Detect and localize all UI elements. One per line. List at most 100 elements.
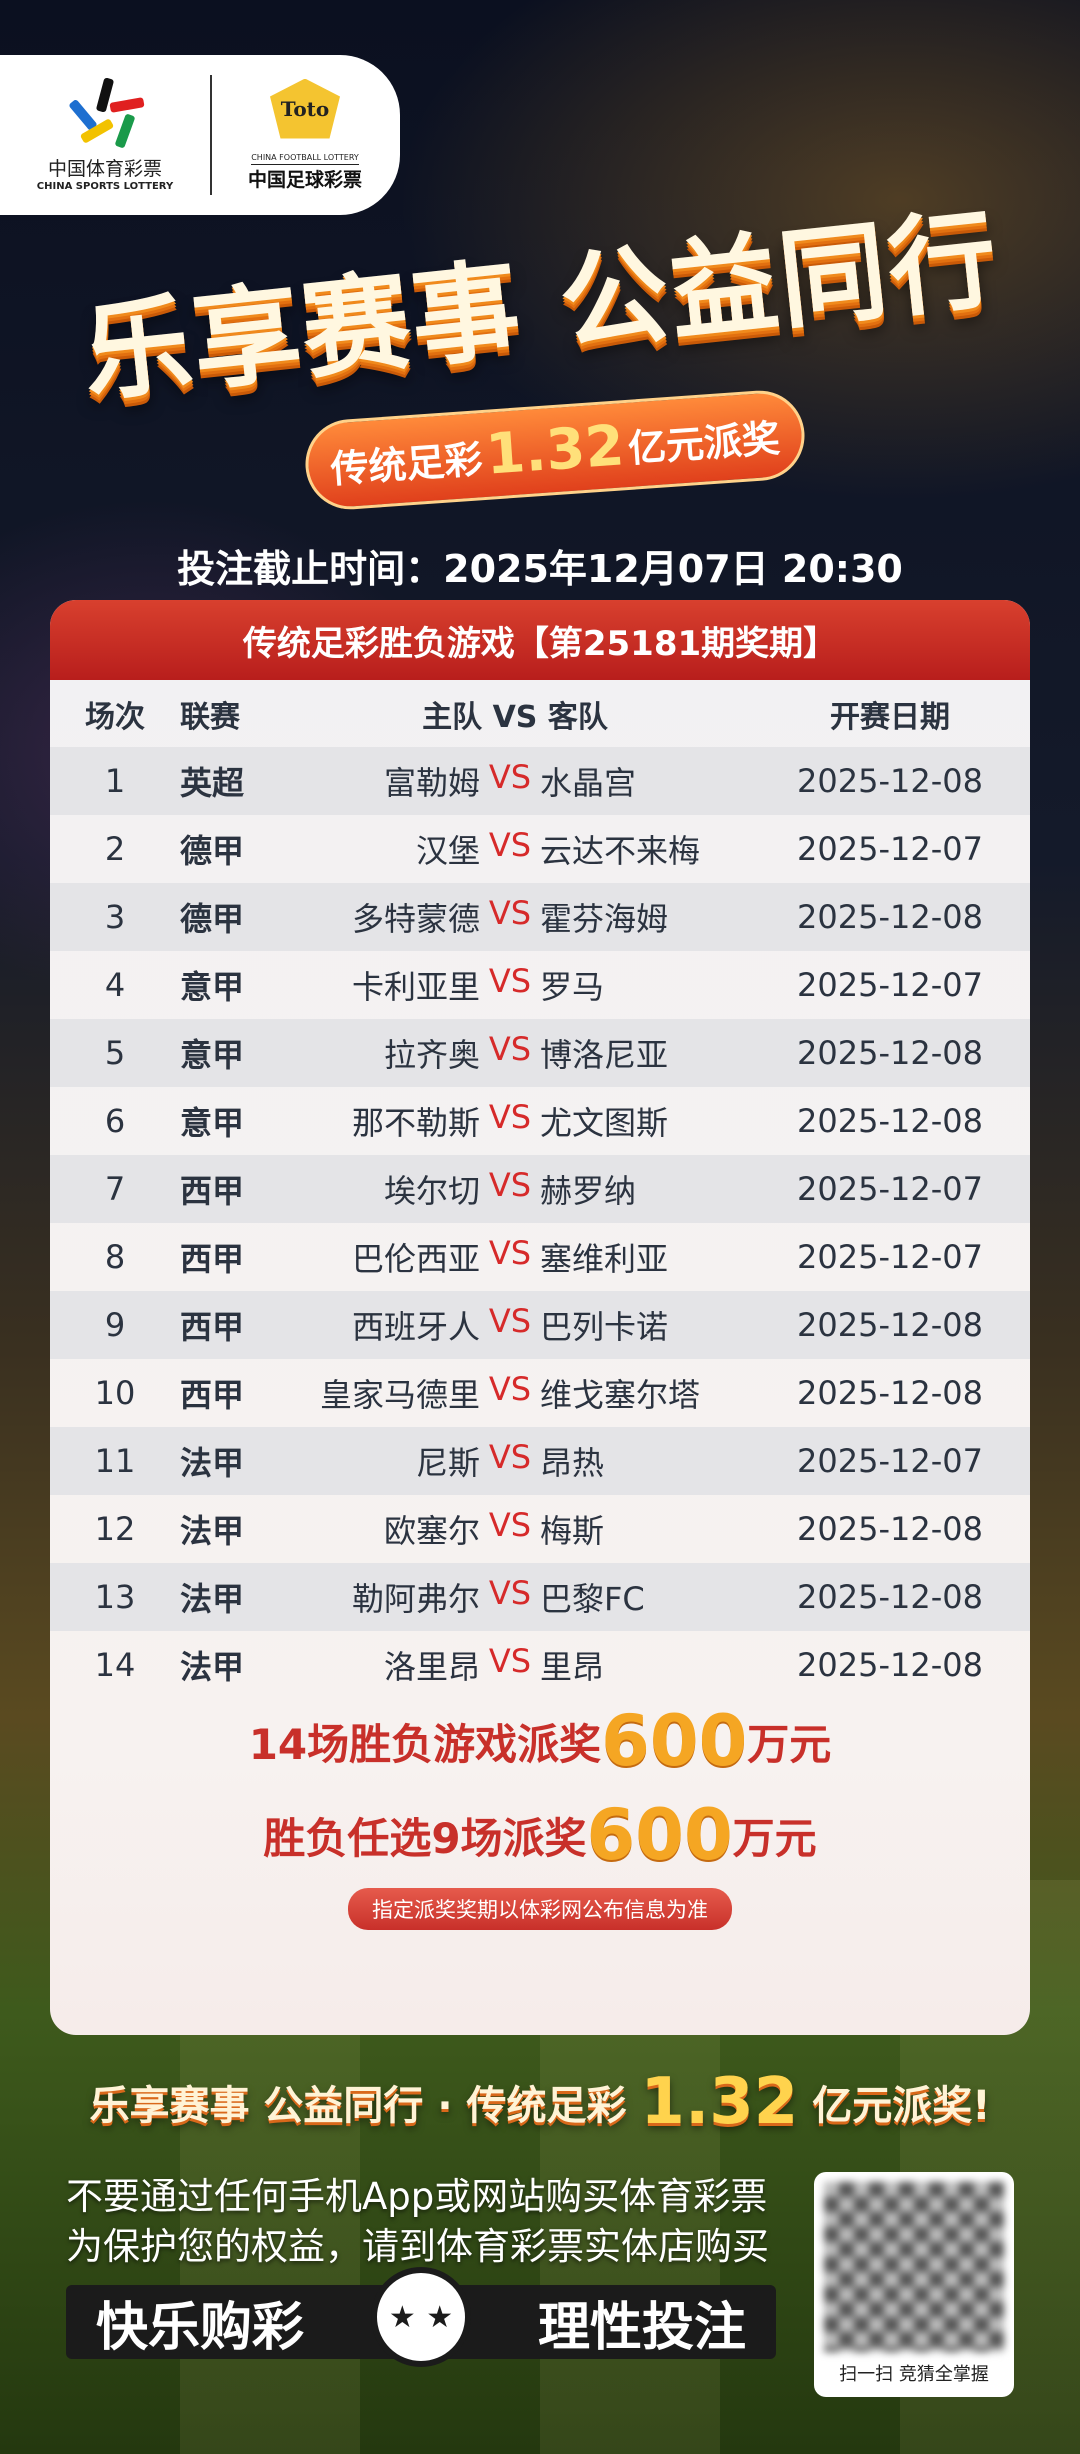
home-team: 洛里昂 xyxy=(383,1648,480,1686)
match-teams: 皇家马德里 VS 维戈塞尔塔 xyxy=(280,1370,750,1416)
match-date: 2025-12-08 xyxy=(797,898,983,936)
sports-lottery-star-icon xyxy=(68,77,145,149)
prize-line-14: 14场胜负游戏派奖600万元 xyxy=(248,1700,832,1782)
match-date: 2025-12-08 xyxy=(797,1646,983,1684)
league: 意甲 xyxy=(180,1036,245,1074)
away-team: 里昂 xyxy=(540,1648,605,1686)
league: 意甲 xyxy=(180,968,245,1006)
prize-section: 14场胜负游戏派奖600万元 胜负任选9场派奖600万元 指定派奖奖期以体彩网公… xyxy=(50,1700,1030,1930)
match-teams: 那不勒斯 VS 尤文图斯 xyxy=(280,1098,750,1144)
prize-line-9: 胜负任选9场派奖600万元 xyxy=(263,1794,817,1876)
vs-label: VS xyxy=(488,1234,532,1272)
table-header: 场次 联赛 主队 VS 客队 开赛日期 xyxy=(85,699,950,735)
match-date: 2025-12-07 xyxy=(797,966,983,1004)
betting-deadline: 投注截止时间：2025年12月07日 20:30 xyxy=(177,547,903,591)
vs-label: VS xyxy=(488,1030,532,1068)
away-team: 巴黎FC xyxy=(540,1580,645,1618)
league: 英超 xyxy=(180,764,245,802)
league: 法甲 xyxy=(180,1512,245,1550)
home-team: 那不勒斯 xyxy=(351,1104,480,1142)
toto-logo-icon: Toto xyxy=(270,78,340,139)
match-date: 2025-12-08 xyxy=(797,1306,983,1344)
match-no: 5 xyxy=(104,1034,126,1072)
home-team: 汉堡 xyxy=(415,832,480,870)
table-row: 14 法甲 洛里昂 VS 里昂 2025-12-08 xyxy=(50,1631,1030,1699)
match-teams: 尼斯 VS 昂热 xyxy=(280,1438,750,1484)
away-team: 博洛尼亚 xyxy=(540,1036,669,1074)
table-row: 6 意甲 那不勒斯 VS 尤文图斯 2025-12-08 xyxy=(50,1087,1030,1155)
league: 法甲 xyxy=(180,1444,245,1482)
match-date: 2025-12-08 xyxy=(797,1374,983,1412)
match-teams: 埃尔切 VS 赫罗纳 xyxy=(280,1166,750,1212)
match-date: 2025-12-07 xyxy=(797,830,983,868)
match-no: 11 xyxy=(94,1442,136,1480)
purchase-warning: 不要通过任何手机App或网站购买体育彩票 为保护您的权益，请到体育彩票实体店购买 xyxy=(66,2175,769,2268)
match-teams: 巴伦西亚 VS 塞维利亚 xyxy=(280,1234,750,1280)
league: 意甲 xyxy=(180,1104,245,1142)
match-date: 2025-12-07 xyxy=(797,1442,983,1480)
vs-label: VS xyxy=(488,758,532,796)
table-row: 7 西甲 埃尔切 VS 赫罗纳 2025-12-07 xyxy=(50,1155,1030,1223)
vs-label: VS xyxy=(488,1302,532,1340)
match-no: 7 xyxy=(104,1170,126,1208)
table-row: 13 法甲 勒阿弗尔 VS 巴黎FC 2025-12-08 xyxy=(50,1563,1030,1631)
match-no: 2 xyxy=(104,830,126,868)
match-teams: 多特蒙德 VS 霍芬海姆 xyxy=(280,894,750,940)
qr-code-image[interactable] xyxy=(824,2182,1004,2352)
match-teams: 欧塞尔 VS 梅斯 xyxy=(280,1506,750,1552)
home-team: 拉齐奥 xyxy=(383,1036,480,1074)
match-table-title: 传统足彩胜负游戏【第25181期奖期】 xyxy=(50,600,1030,680)
qr-caption: 扫一扫 竞猜全掌握 xyxy=(839,2364,989,2385)
home-team: 西班牙人 xyxy=(351,1308,480,1346)
home-team: 卡利亚里 xyxy=(351,968,480,1006)
league: 德甲 xyxy=(180,900,245,938)
match-no: 12 xyxy=(94,1510,136,1548)
table-row: 8 西甲 巴伦西亚 VS 塞维利亚 2025-12-07 xyxy=(50,1223,1030,1291)
league: 西甲 xyxy=(180,1376,245,1414)
match-teams: 卡利亚里 VS 罗马 xyxy=(280,962,750,1008)
league: 法甲 xyxy=(180,1580,245,1618)
match-no: 8 xyxy=(104,1238,126,1276)
away-team: 梅斯 xyxy=(540,1512,605,1550)
match-no: 9 xyxy=(104,1306,126,1344)
match-teams: 勒阿弗尔 VS 巴黎FC xyxy=(280,1574,750,1620)
match-date: 2025-12-07 xyxy=(797,1238,983,1276)
match-card: 传统足彩胜负游戏【第25181期奖期】 场次 联赛 主队 VS 客队 开赛日期 … xyxy=(50,600,1030,2035)
match-no: 10 xyxy=(94,1374,136,1412)
match-teams: 拉齐奥 VS 博洛尼亚 xyxy=(280,1030,750,1076)
league: 西甲 xyxy=(180,1240,245,1278)
vs-label: VS xyxy=(488,1574,532,1612)
qr-code-box[interactable]: 扫一扫 竞猜全掌握 xyxy=(814,2172,1014,2397)
home-team: 埃尔切 xyxy=(383,1172,480,1210)
match-date: 2025-12-08 xyxy=(797,1034,983,1072)
responsible-gaming-badge: 快乐购彩 ★ ★ 理性投注 xyxy=(66,2267,776,2367)
match-no: 3 xyxy=(104,898,126,936)
vs-label: VS xyxy=(488,1438,532,1476)
match-teams: 洛里昂 VS 里昂 xyxy=(280,1642,750,1688)
home-team: 巴伦西亚 xyxy=(351,1240,480,1278)
away-team: 水晶宫 xyxy=(540,764,637,802)
home-team: 皇家马德里 xyxy=(319,1376,480,1414)
match-teams: 西班牙人 VS 巴列卡诺 xyxy=(280,1302,750,1348)
home-team: 尼斯 xyxy=(415,1444,480,1482)
table-row: 12 法甲 欧塞尔 VS 梅斯 2025-12-08 xyxy=(50,1495,1030,1563)
bottom-slogan: 乐享赛事 公益同行 · 传统足彩 1.32 亿元派奖! xyxy=(89,2065,991,2139)
china-football-lottery-logo: Toto CHINA FOOTBALL LOTTERY 中国足球彩票 xyxy=(212,78,398,192)
smiley-star-eyes-icon: ★ ★ xyxy=(371,2267,471,2367)
match-teams: 汉堡 VS 云达不来梅 xyxy=(280,826,750,872)
league: 德甲 xyxy=(180,832,245,870)
vs-label: VS xyxy=(488,1642,532,1680)
home-team: 勒阿弗尔 xyxy=(351,1580,480,1618)
league: 西甲 xyxy=(180,1308,245,1346)
vs-label: VS xyxy=(488,962,532,1000)
table-row: 3 德甲 多特蒙德 VS 霍芬海姆 2025-12-08 xyxy=(50,883,1030,951)
away-team: 昂热 xyxy=(540,1444,605,1482)
vs-label: VS xyxy=(488,1506,532,1544)
match-no: 4 xyxy=(104,966,126,1004)
table-row: 2 德甲 汉堡 VS 云达不来梅 2025-12-07 xyxy=(50,815,1030,883)
league: 西甲 xyxy=(180,1172,245,1210)
match-no: 1 xyxy=(104,762,126,800)
table-row: 5 意甲 拉齐奥 VS 博洛尼亚 2025-12-08 xyxy=(50,1019,1030,1087)
table-row: 11 法甲 尼斯 VS 昂热 2025-12-07 xyxy=(50,1427,1030,1495)
vs-label: VS xyxy=(488,1370,532,1408)
